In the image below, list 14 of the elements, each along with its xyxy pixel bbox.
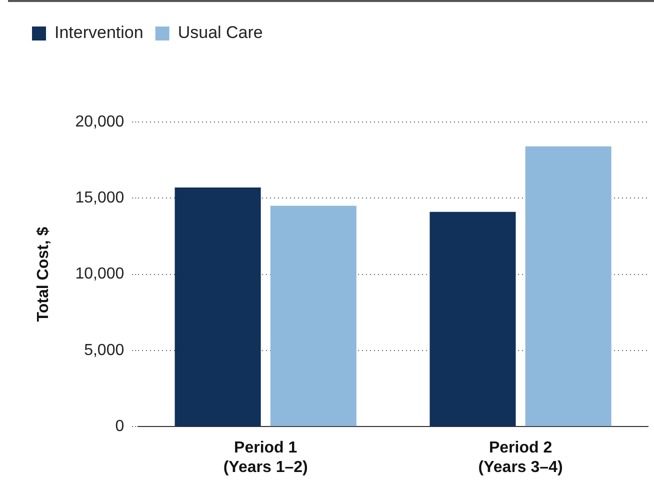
bar [270, 206, 356, 426]
y-tick-label: 15,000 [75, 190, 124, 207]
y-tick-label: 0 [115, 418, 124, 436]
y-axis-title: Total Cost, $ [35, 226, 52, 322]
x-tick-label: Period 2 (Years 3–4) [478, 440, 563, 476]
bar [174, 187, 261, 426]
x-tick-label: Period 1 (Years 1–2) [223, 440, 308, 476]
y-tick-label: 5,000 [84, 342, 124, 359]
bar [525, 146, 612, 426]
legend-label: Intervention [54, 23, 144, 42]
legend-label: Usual Care [178, 23, 263, 42]
bar [430, 212, 516, 426]
y-tick-label: 20,000 [75, 113, 124, 130]
y-tick-label: 10,000 [75, 266, 124, 283]
